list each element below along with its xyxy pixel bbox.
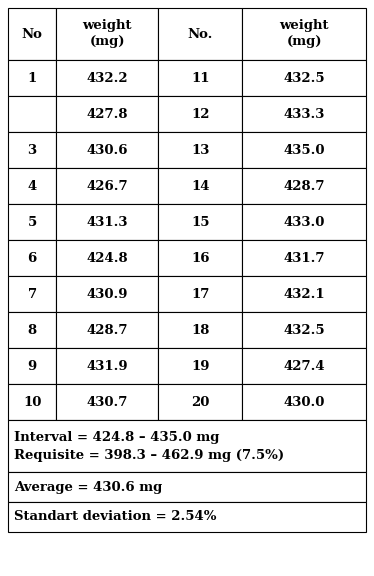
Text: No.: No. <box>188 28 213 40</box>
Bar <box>242 312 366 348</box>
Bar <box>8 240 56 276</box>
Bar <box>56 384 158 420</box>
Bar <box>56 96 158 132</box>
Bar <box>8 96 56 132</box>
Bar <box>8 502 366 532</box>
Bar <box>8 312 56 348</box>
Text: No: No <box>22 28 43 40</box>
Bar <box>8 348 56 384</box>
Text: 10: 10 <box>23 396 42 408</box>
Text: 9: 9 <box>28 359 37 373</box>
Text: 19: 19 <box>191 359 210 373</box>
Text: 435.0: 435.0 <box>283 143 325 157</box>
Text: 427.4: 427.4 <box>283 359 325 373</box>
Bar <box>56 60 158 96</box>
Text: 428.7: 428.7 <box>283 180 325 192</box>
Bar <box>158 60 242 96</box>
Bar <box>158 312 242 348</box>
Bar <box>242 60 366 96</box>
Text: weight
(mg): weight (mg) <box>279 20 329 48</box>
Bar <box>158 132 242 168</box>
Text: 432.2: 432.2 <box>86 71 128 85</box>
Text: 432.5: 432.5 <box>283 324 325 336</box>
Bar <box>56 132 158 168</box>
Text: 428.7: 428.7 <box>87 324 128 336</box>
Bar <box>8 204 56 240</box>
Bar <box>8 132 56 168</box>
Bar <box>242 168 366 204</box>
Text: 5: 5 <box>28 215 37 229</box>
Text: 12: 12 <box>191 108 210 120</box>
Bar <box>242 96 366 132</box>
Text: 3: 3 <box>28 143 37 157</box>
Text: 430.7: 430.7 <box>87 396 128 408</box>
Text: 15: 15 <box>191 215 210 229</box>
Bar <box>242 240 366 276</box>
Bar <box>8 420 366 472</box>
Text: 424.8: 424.8 <box>86 252 128 264</box>
Bar <box>158 384 242 420</box>
Text: 20: 20 <box>191 396 209 408</box>
Text: 430.9: 430.9 <box>87 287 128 301</box>
Text: 4: 4 <box>28 180 37 192</box>
Text: weight
(mg): weight (mg) <box>83 20 132 48</box>
Text: 431.3: 431.3 <box>87 215 128 229</box>
Bar <box>8 276 56 312</box>
Text: 426.7: 426.7 <box>86 180 128 192</box>
Text: Average = 430.6 mg: Average = 430.6 mg <box>14 480 162 494</box>
Text: 433.0: 433.0 <box>283 215 325 229</box>
Bar <box>56 8 158 60</box>
Text: 16: 16 <box>191 252 210 264</box>
Text: 427.8: 427.8 <box>87 108 128 120</box>
Bar <box>8 60 56 96</box>
Bar <box>158 96 242 132</box>
Bar <box>8 472 366 502</box>
Text: Standart deviation = 2.54%: Standart deviation = 2.54% <box>14 510 217 524</box>
Text: 430.0: 430.0 <box>283 396 325 408</box>
Text: 18: 18 <box>191 324 209 336</box>
Text: 11: 11 <box>191 71 210 85</box>
Bar <box>242 348 366 384</box>
Bar <box>56 276 158 312</box>
Bar <box>158 276 242 312</box>
Bar <box>242 276 366 312</box>
Bar <box>158 348 242 384</box>
Text: 432.5: 432.5 <box>283 71 325 85</box>
Text: 6: 6 <box>28 252 37 264</box>
Text: 1: 1 <box>28 71 37 85</box>
Bar <box>56 348 158 384</box>
Bar <box>158 240 242 276</box>
Text: 7: 7 <box>28 287 37 301</box>
Bar <box>242 384 366 420</box>
Bar <box>158 168 242 204</box>
Bar <box>242 8 366 60</box>
Text: 14: 14 <box>191 180 210 192</box>
Text: 433.3: 433.3 <box>283 108 325 120</box>
Text: 432.1: 432.1 <box>283 287 325 301</box>
Bar <box>56 204 158 240</box>
Bar <box>8 384 56 420</box>
Text: 17: 17 <box>191 287 209 301</box>
Bar <box>56 168 158 204</box>
Text: 431.9: 431.9 <box>86 359 128 373</box>
Bar <box>158 204 242 240</box>
Bar <box>158 8 242 60</box>
Text: 430.6: 430.6 <box>87 143 128 157</box>
Bar <box>56 312 158 348</box>
Bar <box>8 168 56 204</box>
Text: Interval = 424.8 – 435.0 mg
Requisite = 398.3 – 462.9 mg (7.5%): Interval = 424.8 – 435.0 mg Requisite = … <box>14 430 284 461</box>
Bar <box>242 204 366 240</box>
Bar <box>242 132 366 168</box>
Text: 8: 8 <box>28 324 37 336</box>
Text: 431.7: 431.7 <box>283 252 325 264</box>
Bar <box>56 240 158 276</box>
Text: 13: 13 <box>191 143 209 157</box>
Bar <box>8 8 56 60</box>
